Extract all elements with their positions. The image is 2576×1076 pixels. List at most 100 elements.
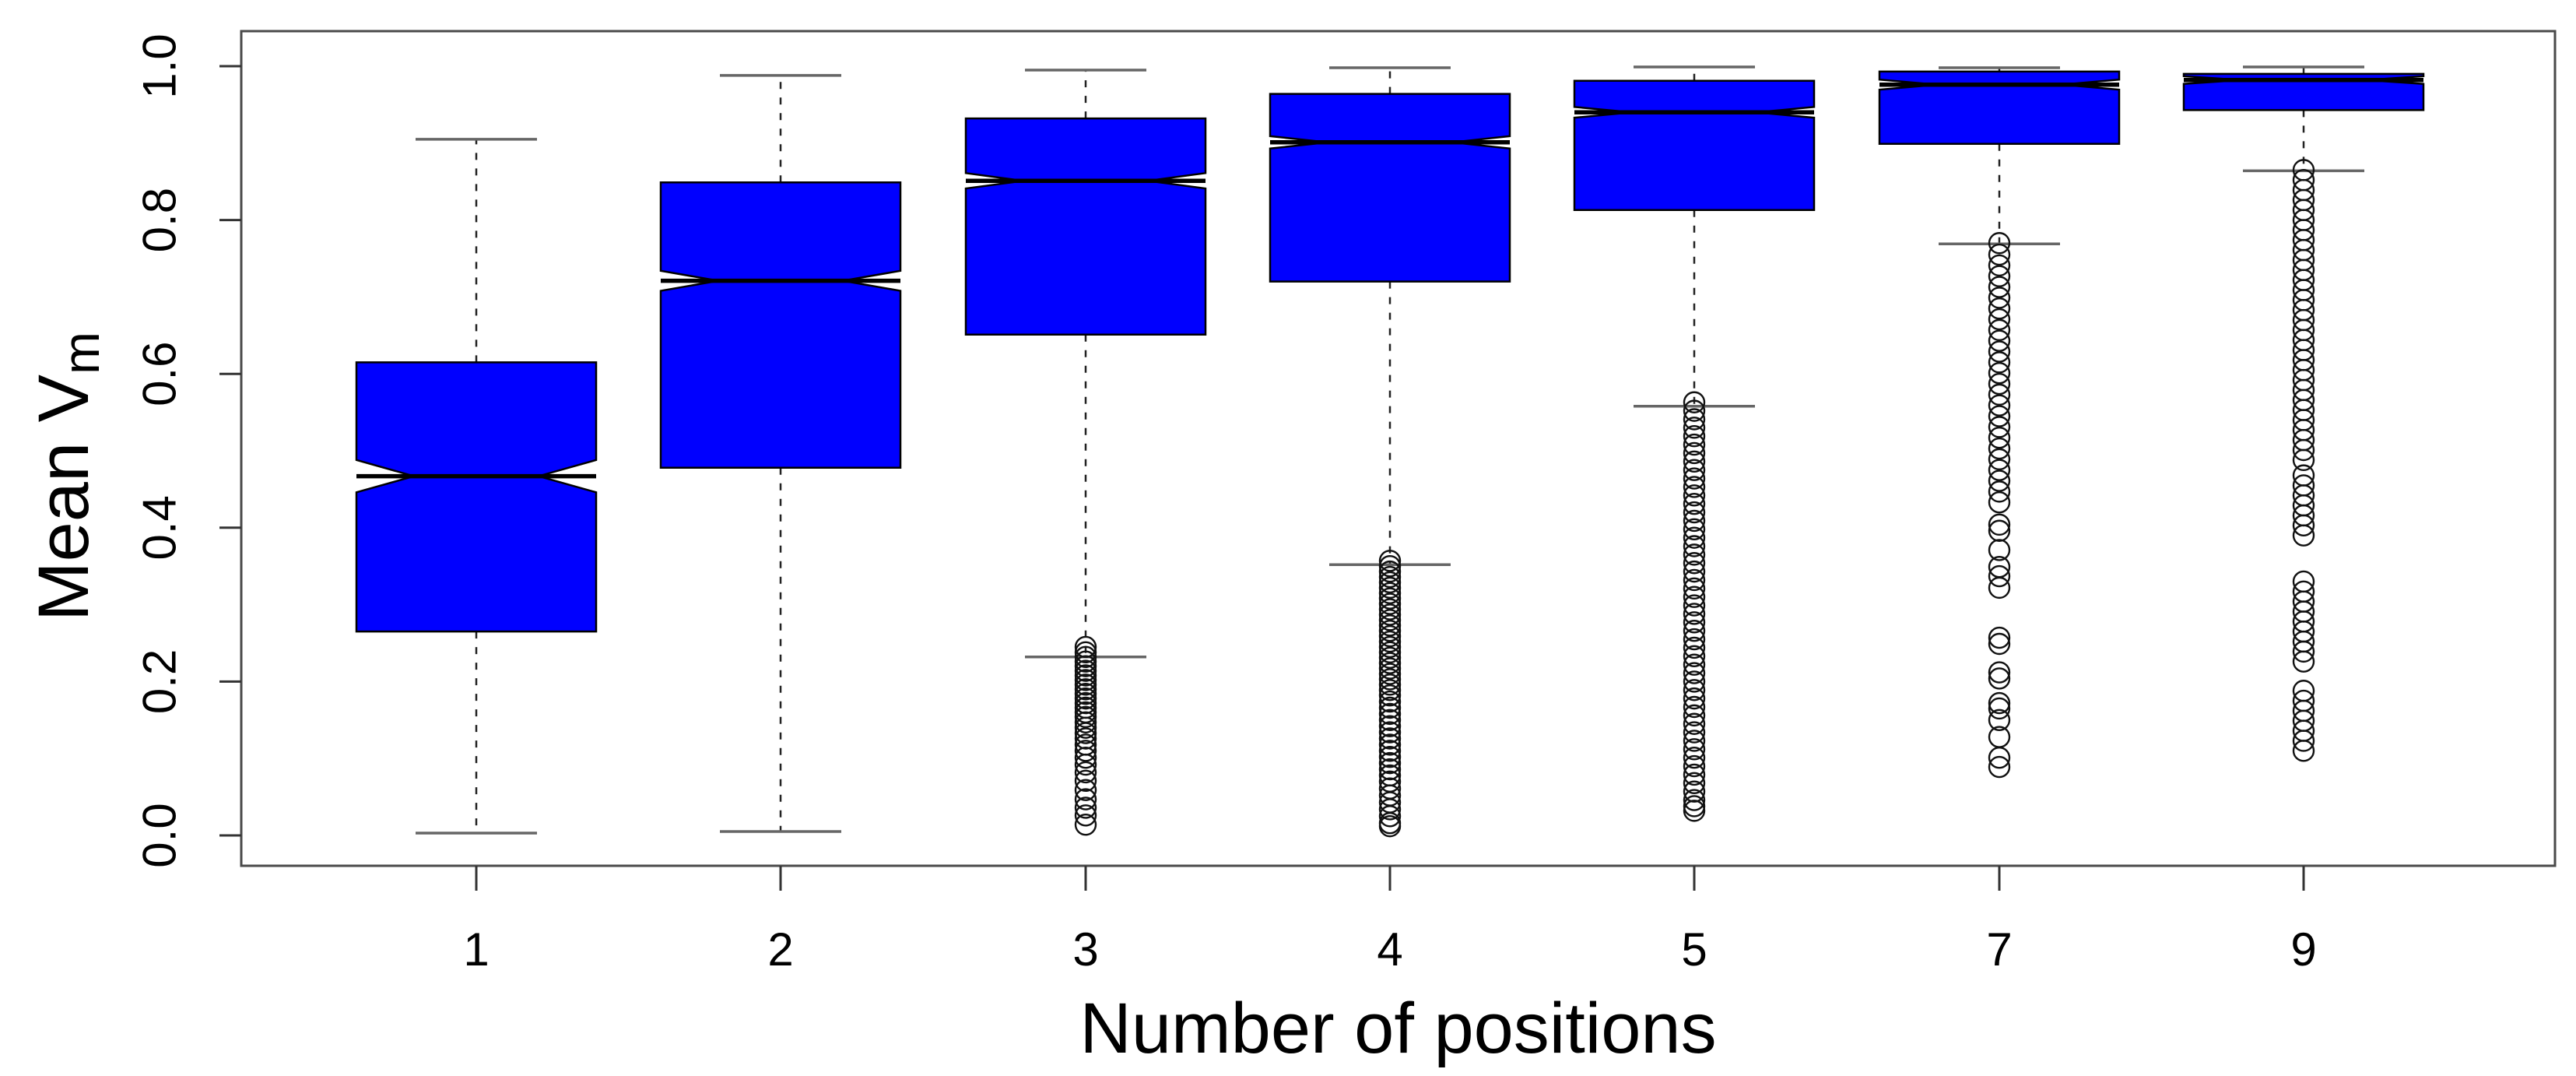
outlier-point: [1378, 635, 1402, 659]
outlier-point: [1988, 626, 2011, 649]
box-body: [1573, 79, 1816, 212]
outlier-point: [1074, 687, 1097, 710]
outlier-point: [1988, 459, 2011, 481]
outlier-point: [1683, 433, 1706, 456]
outlier-point: [1378, 565, 1402, 589]
outlier-point: [1378, 657, 1402, 680]
outlier-point: [1378, 814, 1402, 838]
outlier-point: [1378, 668, 1402, 691]
outlier-point: [1074, 655, 1097, 677]
outlier-point: [1988, 709, 2011, 731]
y-axis-title: Mean Vm: [24, 332, 110, 621]
outlier-point: [1988, 632, 2011, 656]
outlier-point: [1988, 362, 2011, 385]
outlier-point: [1074, 747, 1097, 769]
outlier-point: [1683, 721, 1706, 744]
outlier-point: [1378, 619, 1402, 642]
outlier-point: [1074, 641, 1097, 664]
outlier-point: [1988, 287, 2011, 309]
box-group-1: [355, 138, 598, 835]
outlier-point: [1988, 405, 2011, 427]
outlier-point: [1988, 318, 2011, 342]
outlier-point: [1683, 687, 1706, 710]
outlier-point: [1074, 711, 1097, 733]
outlier-point: [1683, 391, 1706, 413]
outlier-point: [1683, 780, 1706, 803]
outlier-point: [1988, 276, 2011, 298]
outlier-point: [1378, 624, 1402, 648]
outlier-point: [1683, 577, 1706, 600]
outlier-point: [1683, 594, 1706, 617]
x-tick-label: 5: [1681, 923, 1707, 976]
outlier-point: [1988, 747, 2011, 769]
outlier-point: [1683, 628, 1706, 651]
outlier-point: [1074, 740, 1097, 762]
outlier-point: [1378, 805, 1402, 828]
outlier-point: [1378, 609, 1402, 631]
outlier-point: [1683, 492, 1706, 515]
x-tick-label: 4: [1377, 923, 1402, 976]
outlier-point: [1988, 243, 2011, 266]
outlier-point: [1683, 712, 1706, 735]
outlier-point: [1074, 659, 1097, 682]
outlier-point: [2292, 740, 2315, 762]
outlier-point: [1683, 459, 1706, 481]
outlier-point: [1074, 788, 1097, 811]
outlier-point: [2292, 640, 2315, 663]
outlier-point: [1074, 705, 1097, 729]
outlier-point: [1074, 664, 1097, 687]
outlier-point: [1683, 645, 1706, 667]
outlier-point: [2292, 524, 2315, 547]
outlier-point: [1074, 769, 1097, 793]
outlier-point: [1378, 673, 1402, 696]
outlier-point: [1683, 795, 1706, 818]
outlier-point: [2292, 448, 2315, 472]
outlier-point: [1988, 480, 2011, 503]
outlier-point: [1988, 254, 2011, 277]
x-tick-label: 9: [2290, 923, 2316, 976]
box-group-7: [1878, 66, 2121, 779]
outlier-point: [1074, 691, 1097, 715]
y-axis-title-subscript: m: [52, 332, 110, 374]
outlier-point: [1988, 576, 2011, 600]
outlier-point: [1683, 560, 1706, 583]
y-tick-label: 0.4: [134, 495, 186, 560]
box-body: [355, 361, 598, 633]
plot-frame: [240, 30, 2557, 867]
outlier-point: [1683, 526, 1706, 549]
y-axis-title-main: Mean V: [24, 374, 104, 621]
x-tick-label: 1: [463, 923, 489, 976]
x-tick-label: 2: [767, 923, 793, 976]
outlier-point: [1378, 690, 1402, 713]
box-body: [1878, 70, 2121, 146]
outlier-point: [1683, 585, 1706, 608]
box-group-2: [659, 74, 902, 833]
outlier-point: [1683, 772, 1706, 795]
outlier-point: [2292, 650, 2315, 673]
outlier-point: [1074, 761, 1097, 784]
outlier-point: [1988, 232, 2011, 255]
outlier-point: [1074, 779, 1097, 801]
outlier-point: [1683, 695, 1706, 719]
y-tick-label: 0.6: [134, 341, 186, 406]
box-group-4: [1269, 66, 1511, 838]
outlier-point: [1074, 678, 1097, 701]
outlier-point: [1683, 518, 1706, 540]
outlier-point: [1988, 469, 2011, 492]
outlier-point: [1074, 669, 1097, 691]
outlier-point: [1683, 789, 1706, 811]
box-group-9: [2182, 65, 2425, 762]
outlier-point: [1988, 427, 2011, 449]
outlier-point: [1683, 754, 1706, 778]
outlier-point: [1683, 450, 1706, 473]
y-tick-label: 0.0: [134, 803, 186, 867]
outlier-point: [1378, 696, 1402, 719]
outlier-point: [1683, 603, 1706, 625]
outlier-point: [1683, 484, 1706, 507]
outlier-point: [1988, 383, 2011, 406]
outlier-point: [1683, 441, 1706, 465]
outlier-point: [1988, 329, 2011, 352]
box-body: [1269, 93, 1511, 283]
outlier-point: [1378, 721, 1402, 744]
